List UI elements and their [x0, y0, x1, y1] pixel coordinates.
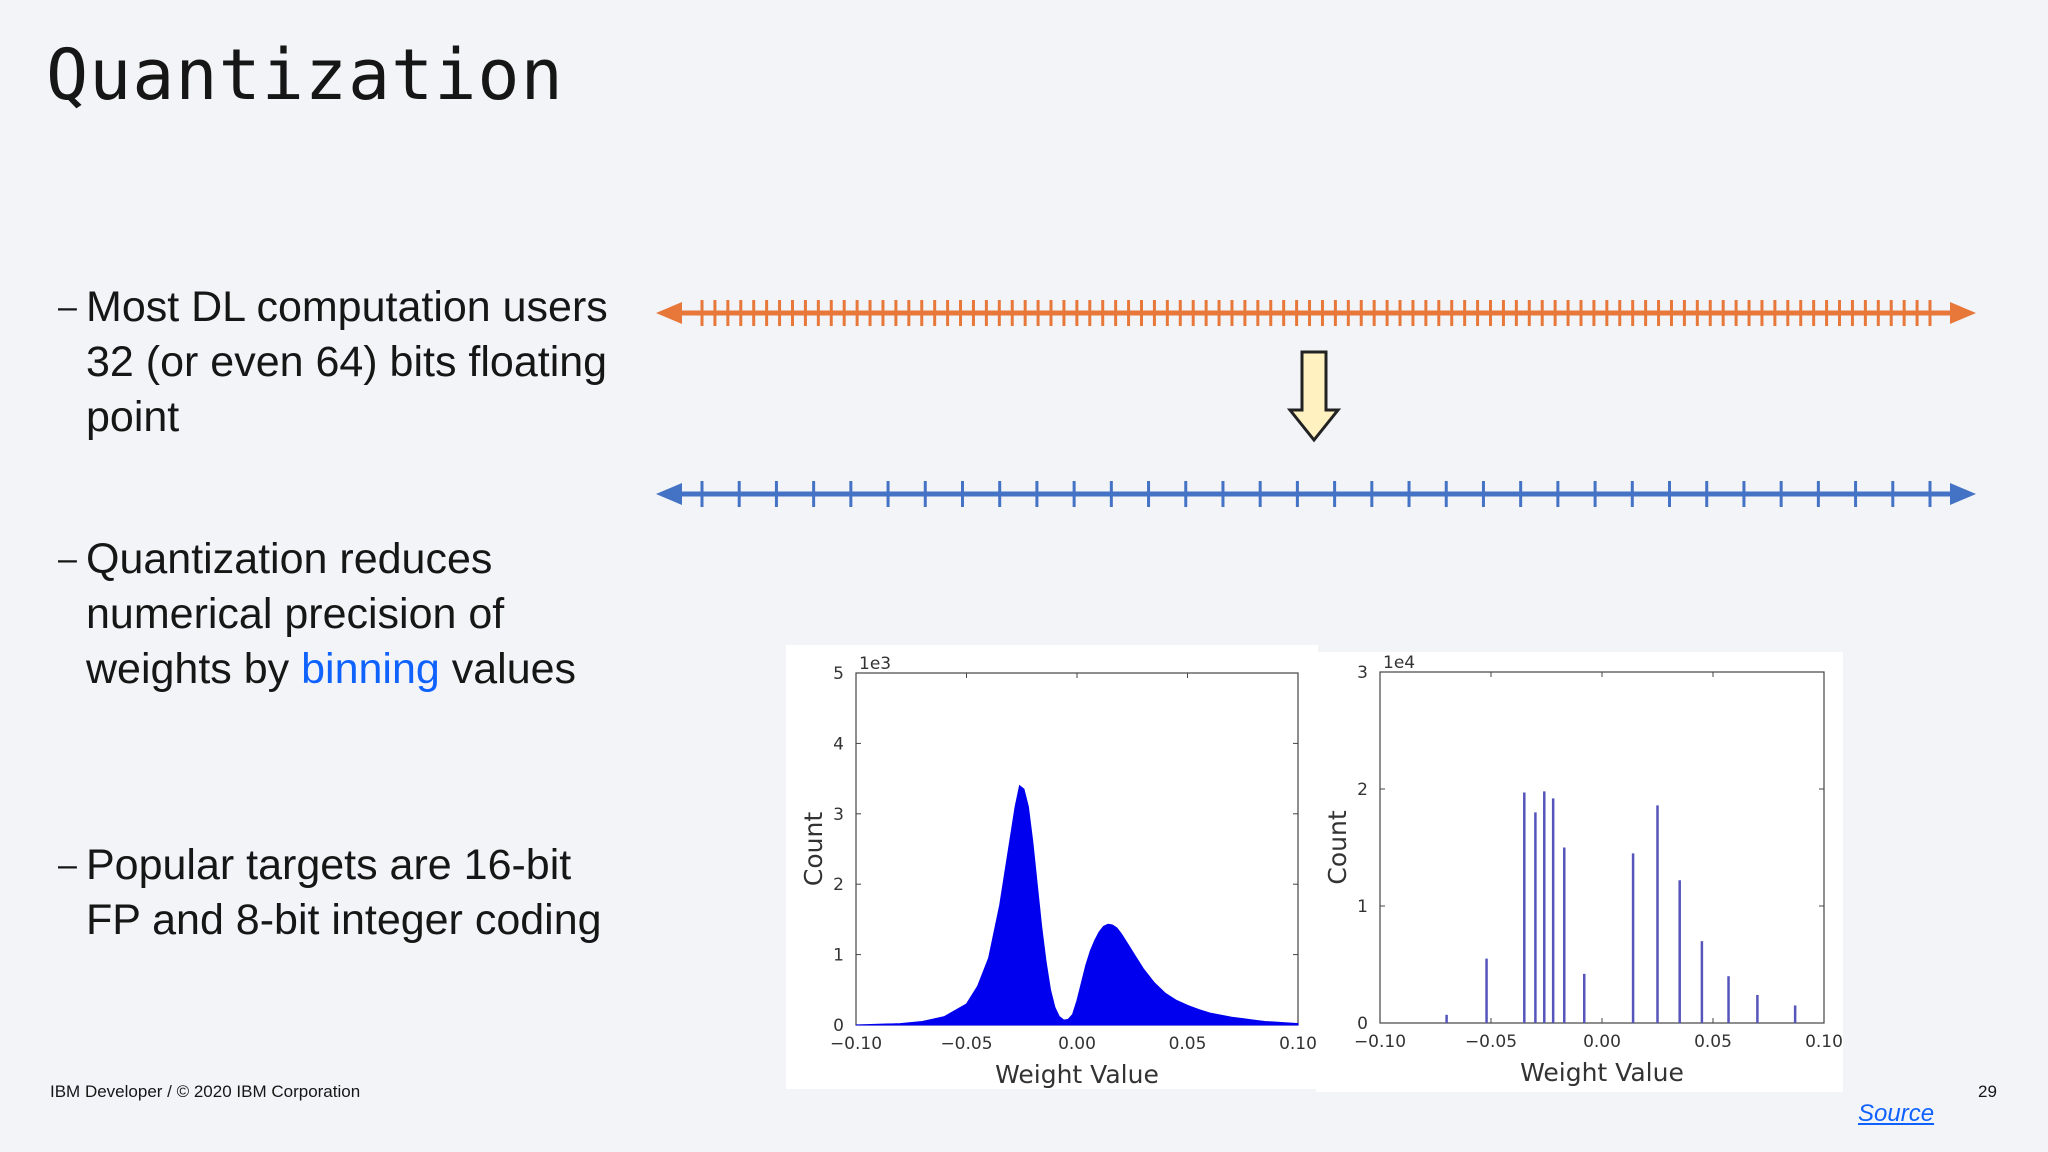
x-tick-label: 0.05	[1694, 1032, 1732, 1052]
x-tick-label: −0.10	[830, 1034, 882, 1054]
bullet-item-precision: – Most DL computation users 32 (or even …	[58, 280, 618, 445]
y-multiplier-label: 1e4	[1383, 653, 1415, 673]
y-multiplier-label: 1e3	[859, 654, 891, 674]
bullet-dash: –	[58, 846, 77, 884]
histogram-quantized-weights: −0.10 −0.05 0.00 0.05 0.10 0 1 2 3 1e4 Weight Valu…	[1316, 652, 1843, 1092]
histogram-area	[855, 784, 1299, 1026]
page-number: 29	[1978, 1082, 1997, 1101]
y-tick-label: 4	[833, 734, 844, 754]
y-axis-label: Count	[1323, 810, 1352, 884]
x-tick-label: 0.00	[1583, 1032, 1621, 1052]
bullet-dash: –	[58, 540, 77, 578]
int-line-left-arrowhead	[656, 483, 682, 505]
chart-axes: −0.10 −0.05 0.00 0.05 0.10 0 1 2 3 1e4 Weight Valu…	[1323, 653, 1843, 1087]
x-tick-label: 0.10	[1279, 1034, 1317, 1054]
y-tick-label: 1	[833, 946, 844, 966]
bullet-item-quantization: – Quantization reduces numerical precisi…	[58, 532, 618, 697]
x-tick-label: 0.00	[1058, 1034, 1096, 1054]
x-tick-label: 0.05	[1169, 1034, 1207, 1054]
y-tick-label: 3	[1357, 663, 1368, 683]
bullet-item-targets: – Popular targets are 16-bit FP and 8-bi…	[58, 838, 618, 948]
source-link[interactable]: Source	[1858, 1100, 1935, 1127]
bullet-text: Quantization reduces numerical precision…	[58, 532, 618, 697]
bullet-text-after: values	[439, 645, 577, 693]
int-line-right-arrowhead	[1950, 483, 1976, 505]
y-tick-label: 5	[833, 664, 844, 684]
bullet-text: Popular targets are 16-bit FP and 8-bit …	[86, 841, 602, 944]
bullet-text: Most DL computation users 32 (or even 64…	[86, 283, 608, 441]
y-tick-label: 2	[833, 875, 844, 895]
float-line-right-arrowhead	[1950, 302, 1976, 324]
y-tick-label: 1	[1357, 897, 1368, 917]
y-tick-label: 0	[833, 1016, 844, 1036]
plot-frame	[1379, 671, 1825, 1024]
histogram-float-svg: −0.10 −0.05 0.00 0.05 0.10 0 1 2 3 4 5 1e3 Weight Va…	[799, 654, 1317, 1089]
float-line-left-arrowhead	[656, 302, 682, 324]
x-tick-label: −0.10	[1354, 1032, 1406, 1052]
x-tick-label: −0.05	[940, 1034, 992, 1054]
x-tick-label: 0.10	[1805, 1032, 1843, 1052]
x-tick-label: −0.05	[1465, 1032, 1517, 1052]
slide-title: Quantization	[46, 34, 564, 116]
y-tick-label: 2	[1357, 780, 1368, 800]
float-number-line	[656, 300, 1976, 326]
histogram-quantized-svg: −0.10 −0.05 0.00 0.05 0.10 0 1 2 3 1e4 Weight Valu…	[1323, 653, 1843, 1087]
bullet-text-before: Quantization reduces numerical precision…	[86, 535, 505, 693]
y-tick-label: 0	[1357, 1014, 1368, 1034]
down-arrow-icon	[1286, 350, 1342, 443]
quantized-number-line	[656, 481, 1976, 507]
binning-highlight: binning	[301, 645, 440, 693]
y-axis-label: Count	[799, 812, 828, 886]
x-axis-label: Weight Value	[995, 1060, 1159, 1089]
bullet-dash: –	[58, 288, 77, 326]
x-axis-label: Weight Value	[1520, 1058, 1684, 1087]
footer-copyright: IBM Developer / © 2020 IBM Corporation	[50, 1082, 361, 1101]
y-tick-label: 3	[833, 805, 844, 825]
plot-frame	[855, 672, 1299, 1026]
histogram-float-weights: −0.10 −0.05 0.00 0.05 0.10 0 1 2 3 4 5 1e3 Weight Va…	[786, 645, 1318, 1089]
